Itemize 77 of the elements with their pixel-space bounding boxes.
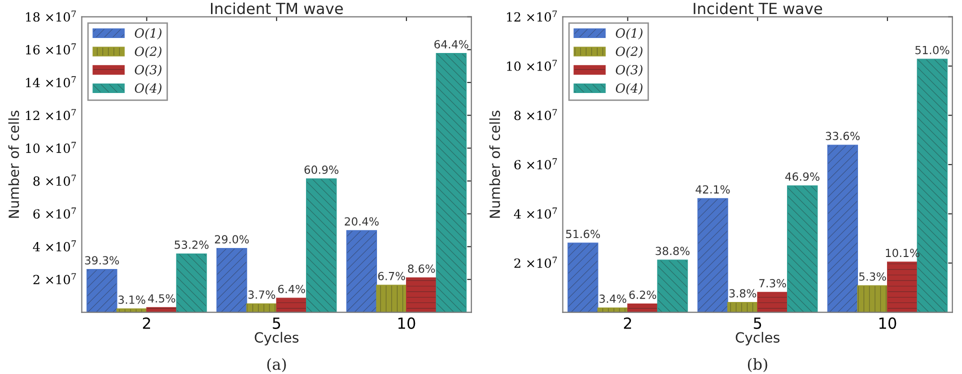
y-tick-label: 10 ×10$^{7}$	[507, 60, 557, 71]
chart-title: Incident TE wave	[694, 2, 822, 14]
y-tick-label: 16 ×10$^{7}$	[26, 43, 76, 55]
bar	[376, 284, 407, 312]
x-axis-title: Cycles	[254, 332, 298, 346]
x-tick-label: 10	[398, 317, 416, 329]
y-tick-label: 2 ×10$^{7}$	[514, 256, 557, 268]
annotation: 64.4%	[434, 40, 468, 49]
bar	[657, 260, 688, 312]
annotation: 60.9%	[304, 166, 338, 174]
annotation: 29.0%	[214, 235, 249, 244]
text: (a)	[267, 358, 286, 372]
legend-label: O(1)	[616, 28, 642, 40]
annotation: 3.4%	[600, 294, 626, 303]
annotation: 3.8%	[729, 289, 756, 298]
y-axis-title: Number of cells	[8, 110, 20, 218]
y-tick-label: 6 ×10$^{7}$	[33, 208, 76, 219]
legend-label: O(1)	[134, 28, 162, 40]
annotation: 51.0%	[915, 46, 950, 54]
annotation: 6.2%	[629, 290, 656, 299]
bar	[697, 198, 728, 312]
x-tick-label: 5	[272, 318, 280, 329]
bar	[757, 292, 788, 312]
annotation: 5.3%	[859, 272, 886, 281]
y-tick-label: 8 ×10$^{7}$	[514, 109, 557, 120]
annotation: 51.6%	[566, 230, 600, 238]
legend-label: O(4)	[616, 83, 642, 95]
bar	[406, 277, 437, 312]
annotation: 38.8%	[656, 246, 690, 256]
y-tick-label: 10 ×10$^{7}$	[26, 142, 76, 153]
y-tick-label: 4 ×10$^{7}$	[32, 240, 76, 252]
annotation: 33.6%	[826, 132, 860, 140]
legend-label: O(3)	[616, 64, 642, 76]
y-tick-label: 6 ×10$^{7}$	[514, 158, 557, 170]
bar	[827, 144, 858, 312]
bar	[568, 242, 598, 312]
annotation: 39.3%	[85, 256, 119, 265]
text: (b)	[748, 358, 768, 372]
y-tick-label: 8 ×10$^{7}$	[33, 174, 76, 186]
y-tick-label: 12 ×10$^{7}$	[26, 109, 76, 120]
y-tick-label: 2 ×10$^{7}$	[33, 273, 76, 284]
y-tick-label: 14 ×10$^{7}$	[26, 76, 76, 88]
annotation: 20.4%	[344, 217, 379, 226]
annotation: 6.7%	[378, 272, 406, 280]
y-axis-title: Number of cells	[489, 110, 500, 218]
y-tick-label: 4 ×10$^{7}$	[514, 208, 557, 219]
chart-title: Incident TM wave	[211, 2, 343, 14]
bar	[346, 230, 377, 312]
x-tick-label: 10	[879, 317, 896, 329]
bar	[787, 185, 818, 312]
annotation: 7.3%	[759, 279, 786, 288]
legend-label: O(2)	[134, 46, 162, 58]
bar	[436, 53, 467, 312]
legend-label: O(2)	[616, 46, 642, 58]
annotation: 4.5%	[148, 294, 176, 303]
bar	[306, 178, 337, 312]
annotation: 3.7%	[248, 290, 276, 299]
bar	[276, 298, 307, 312]
annotation: 46.9%	[785, 172, 820, 181]
bar	[887, 262, 918, 312]
bar	[176, 253, 207, 312]
bar	[216, 248, 248, 312]
x-tick-label: 5	[754, 318, 762, 329]
x-tick-label: 2	[142, 317, 150, 329]
legend-label: O(4)	[134, 83, 162, 95]
annotation: 6.4%	[278, 284, 306, 294]
bar	[857, 285, 888, 312]
y-tick-label: 12 ×10$^{7}$	[507, 10, 557, 22]
annotation: 53.2%	[174, 240, 209, 249]
x-axis-title: Cycles	[736, 332, 780, 346]
bar	[86, 269, 118, 312]
legend-label: O(3)	[134, 64, 162, 76]
x-tick-label: 2	[624, 317, 632, 329]
y-tick-label: 18 ×10$^{7}$	[26, 10, 76, 22]
annotation: 3.1%	[118, 296, 146, 304]
annotation: 8.6%	[408, 264, 435, 273]
annotation: 42.1%	[696, 185, 730, 194]
